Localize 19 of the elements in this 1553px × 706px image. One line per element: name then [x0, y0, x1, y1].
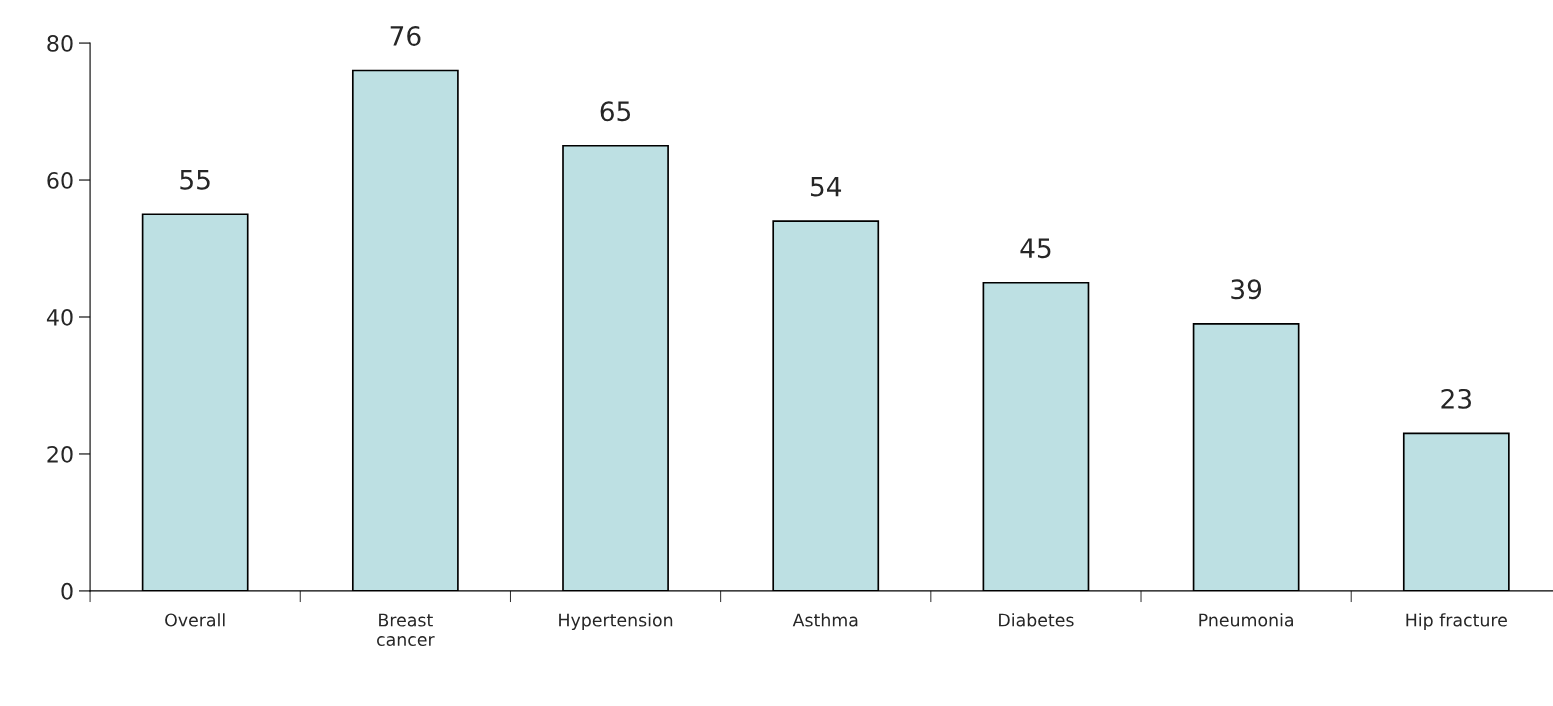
x-tick-label: Diabetes	[999, 613, 1074, 627]
y-tick-label: 40	[46, 308, 73, 326]
x-tick-label: Breast cancer	[377, 613, 435, 647]
y-tick-label: 80	[47, 35, 73, 52]
y-tick-label: 20	[47, 445, 73, 463]
data-label: 39	[1231, 279, 1262, 300]
y-tick-label: 0	[61, 582, 73, 600]
data-label: 76	[390, 25, 421, 46]
x-tick-label: Overall	[165, 613, 225, 627]
x-tick-label: Hip fracture	[1406, 613, 1507, 630]
x-tick-label: Asthma	[792, 613, 858, 627]
data-label: 55	[180, 170, 210, 190]
data-label: 54	[810, 176, 842, 197]
x-tick-label: Pneumonia	[1199, 613, 1293, 627]
data-label: 65	[600, 101, 631, 122]
x-tick-label: Hypertension	[559, 613, 673, 630]
y-tick-label: 60	[47, 171, 73, 189]
data-label: 45	[1020, 238, 1051, 259]
data-label: 23	[1441, 388, 1471, 409]
